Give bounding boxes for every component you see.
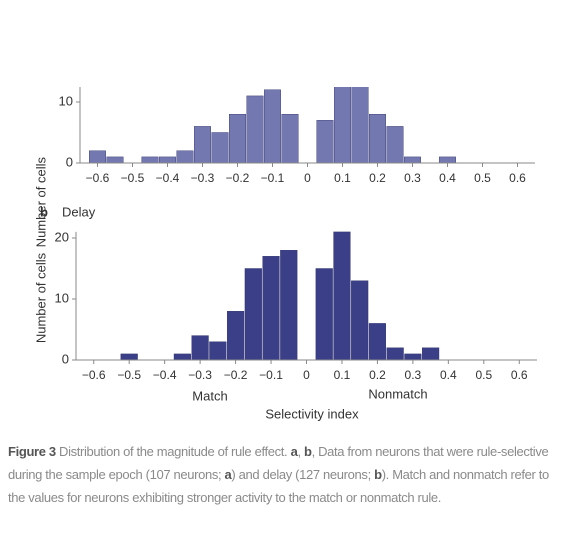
x-tick-label: −0.2 <box>224 368 248 382</box>
x-tick-label: −0.1 <box>259 368 283 382</box>
bar <box>89 150 106 164</box>
x-tick-label: −0.3 <box>188 368 212 382</box>
x-tick-label: 0 <box>303 368 310 382</box>
x-tick-label: −0.6 <box>86 171 110 185</box>
x-tick-label: 0.5 <box>475 368 492 382</box>
bar <box>333 231 351 361</box>
bar <box>316 120 334 164</box>
bar <box>404 156 421 164</box>
bar <box>227 311 245 361</box>
bar <box>159 156 176 164</box>
y-tick-label: 10 <box>59 93 73 108</box>
bar <box>194 126 211 164</box>
x-tick-label: −0.5 <box>121 171 145 185</box>
caption-text: ). Match and nonmatch refer to the value… <box>8 467 549 505</box>
bar <box>209 341 227 361</box>
x-tick-label: −0.5 <box>117 368 141 382</box>
bar <box>191 335 209 361</box>
bar <box>386 347 404 361</box>
caption-bold: b <box>303 444 312 459</box>
bar <box>211 132 229 164</box>
bar <box>246 95 264 164</box>
bar <box>281 113 299 164</box>
bar <box>280 249 298 361</box>
x-tick-label: −0.1 <box>261 171 285 185</box>
y-tick-label: 0 <box>66 154 73 169</box>
x-tick-label: −0.3 <box>191 171 215 185</box>
x-tick-label: −0.6 <box>82 368 106 382</box>
bar <box>334 87 351 164</box>
caption-text: , <box>297 444 304 459</box>
caption: Figure 3 Distribution of the magnitude o… <box>8 440 556 509</box>
bar <box>351 87 369 164</box>
charts: −0.6 −0.5 −0.4 −0.3 −0.2 −0.1 0 0.1 0.2 0.3 0.4 0.5… <box>33 32 537 421</box>
x-tick-label: 0.4 <box>440 368 457 382</box>
y-tick-label: 0 <box>62 351 69 366</box>
x-tick-label: 0.6 <box>509 171 526 185</box>
bar <box>229 113 246 164</box>
y-tick-label: 10 <box>55 290 69 305</box>
x-tick-label: 0.3 <box>404 171 421 185</box>
x-tick-label: 0.1 <box>334 171 351 185</box>
x-tick-label: 0.3 <box>405 368 422 382</box>
x-tick-label: 0.6 <box>511 368 528 382</box>
bar <box>439 156 456 164</box>
caption-text: Distribution of the magnitude of rule ef… <box>55 444 291 459</box>
bar <box>106 156 124 164</box>
panel-b: −0.6 −0.5 −0.4 −0.3 −0.2 −0.1 0 0.1 0.2 0.3 0.4 0.5… <box>33 204 537 421</box>
bar <box>368 323 386 361</box>
caption-text: ) and delay (127 neurons; <box>231 467 375 482</box>
panel-label: b <box>40 204 48 219</box>
caption-bold: b <box>374 467 382 482</box>
caption-bold: a <box>290 444 298 459</box>
bar <box>262 256 280 361</box>
x-tick-label: 0 <box>304 171 311 185</box>
x-tick-label: −0.2 <box>226 171 250 185</box>
x-tick-label: 0.2 <box>369 171 386 185</box>
x-tick-label: 0.1 <box>334 368 351 382</box>
x-tick-label: 0.5 <box>474 171 491 185</box>
bar <box>422 347 440 361</box>
bar <box>120 353 138 361</box>
bar <box>244 268 262 361</box>
y-axis-label: Number of cells <box>33 157 48 248</box>
x-tick-label: −0.4 <box>153 368 177 382</box>
bar <box>369 113 386 164</box>
bar <box>404 353 422 361</box>
panel-title: Delay <box>62 204 96 219</box>
caption-bold: a <box>224 467 232 482</box>
y-axis-label: Number of cells <box>33 252 48 343</box>
caption-text: , Data from neurons that were rule-selec… <box>8 444 549 482</box>
y-tick-label: 20 <box>59 32 73 47</box>
panel-a: −0.6 −0.5 −0.4 −0.3 −0.2 −0.1 0 0.1 0.2 0.3 0.4 0.5… <box>33 32 535 248</box>
x-axis-label: Selectivity index <box>265 406 359 421</box>
bar <box>141 156 159 164</box>
x-tick-label: −0.4 <box>156 171 180 185</box>
bar <box>176 150 194 164</box>
x-tick-label: 0.4 <box>439 171 456 185</box>
caption-bold: Figure 3 <box>8 444 56 459</box>
bar <box>351 280 369 361</box>
annotation: Nonmatch <box>368 386 427 401</box>
y-tick-label: 20 <box>55 229 69 244</box>
bar <box>315 268 333 361</box>
x-tick-label: 0.2 <box>369 368 386 382</box>
bar <box>173 353 191 361</box>
bar <box>386 126 404 164</box>
annotation: Match <box>192 388 227 403</box>
bar <box>264 89 281 164</box>
